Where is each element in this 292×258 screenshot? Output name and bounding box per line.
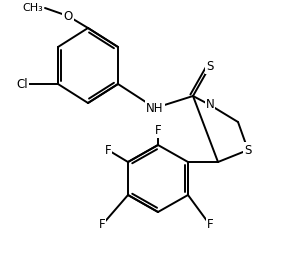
Text: N: N	[206, 99, 214, 111]
Text: CH₃: CH₃	[22, 3, 43, 13]
Text: O: O	[63, 10, 73, 22]
Text: Cl: Cl	[16, 77, 28, 91]
Text: S: S	[206, 60, 214, 72]
Text: F: F	[105, 143, 111, 157]
Text: NH: NH	[146, 101, 164, 115]
Text: F: F	[99, 219, 105, 231]
Text: F: F	[155, 124, 161, 136]
Text: F: F	[207, 219, 213, 231]
Text: S: S	[244, 143, 252, 157]
